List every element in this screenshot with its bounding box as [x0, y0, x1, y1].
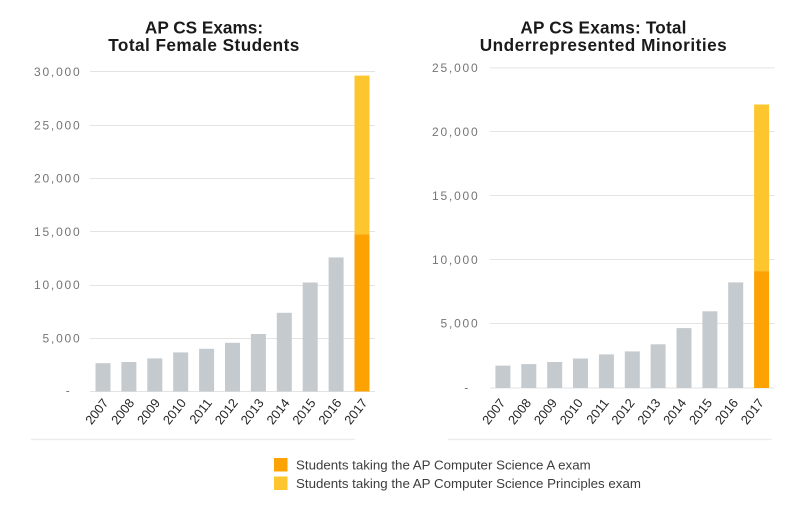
- svg-text:10,000: 10,000: [34, 278, 82, 292]
- svg-text:10,000: 10,000: [432, 253, 480, 267]
- svg-text:20,000: 20,000: [34, 172, 82, 186]
- svg-text:30,000: 30,000: [34, 65, 82, 79]
- svg-text:-: -: [464, 381, 470, 395]
- svg-text:15,000: 15,000: [432, 189, 480, 203]
- svg-text:20,000: 20,000: [432, 125, 480, 139]
- svg-text:AP CS Exams: Total: AP CS Exams: Total: [520, 17, 686, 37]
- svg-text:25,000: 25,000: [34, 118, 82, 132]
- svg-text:Students taking the AP Compute: Students taking the AP Computer Science …: [296, 457, 591, 472]
- svg-text:Underrepresented Minorities: Underrepresented Minorities: [480, 35, 728, 55]
- svg-text:5,000: 5,000: [440, 317, 479, 331]
- svg-text:Students taking the AP Compute: Students taking the AP Computer Science …: [296, 476, 641, 491]
- svg-text:-: -: [66, 383, 72, 397]
- svg-text:15,000: 15,000: [34, 225, 82, 239]
- svg-text:AP CS Exams:: AP CS Exams:: [145, 17, 263, 37]
- svg-text:5,000: 5,000: [42, 332, 81, 346]
- svg-text:Total Female Students: Total Female Students: [108, 35, 300, 55]
- svg-text:25,000: 25,000: [432, 61, 480, 75]
